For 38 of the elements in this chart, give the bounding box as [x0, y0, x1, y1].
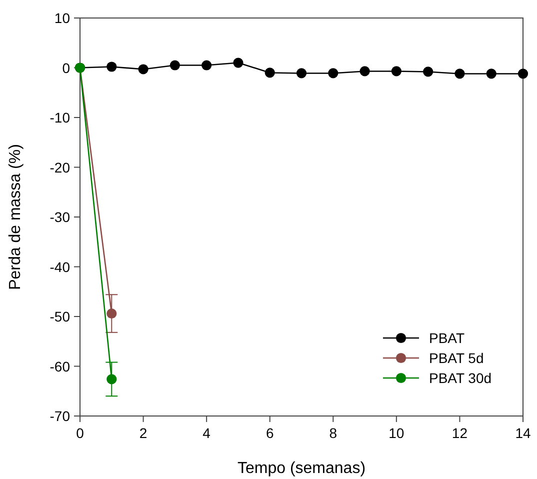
- point: [328, 68, 338, 78]
- x-tick-label: 12: [452, 425, 468, 441]
- point: [106, 62, 117, 72]
- point: [106, 308, 117, 319]
- x-tick-label: 0: [76, 425, 84, 441]
- x-tick-label: 2: [139, 425, 148, 441]
- point: [518, 68, 528, 79]
- point: [170, 60, 180, 70]
- y-tick-label: -70: [50, 408, 70, 424]
- point: [296, 68, 307, 78]
- x-axis-title: Tempo (semanas): [237, 460, 366, 477]
- point: [202, 60, 212, 70]
- y-tick-label: -40: [50, 258, 70, 275]
- point: [486, 68, 496, 79]
- point: [264, 68, 275, 78]
- y-tick-label: -10: [50, 110, 70, 126]
- x-tick-label: 6: [266, 425, 274, 441]
- y-axis-title: Perda de massa (%): [7, 144, 24, 290]
- x-tick-label: 4: [202, 425, 211, 441]
- point: [233, 58, 244, 68]
- y-tick-label: -20: [50, 159, 70, 176]
- point: [423, 66, 434, 77]
- y-tick-label: -60: [50, 358, 70, 374]
- point: [138, 64, 148, 74]
- x-tick-label: 10: [388, 425, 404, 441]
- x-tick-label: 8: [329, 425, 338, 441]
- point: [391, 66, 402, 76]
- point: [360, 66, 370, 76]
- y-tick-label: 10: [54, 10, 70, 26]
- x-tick-label: 14: [515, 425, 531, 441]
- legend-label: PBAT 30d: [429, 370, 492, 386]
- y-tick-label: 0: [62, 60, 70, 76]
- point: [106, 374, 117, 384]
- y-tick-label: -50: [50, 308, 70, 324]
- legend-label: PBAT: [429, 330, 465, 346]
- legend-label: PBAT 5d: [429, 350, 484, 366]
- point: [454, 68, 465, 79]
- y-tick-label: -30: [50, 209, 70, 225]
